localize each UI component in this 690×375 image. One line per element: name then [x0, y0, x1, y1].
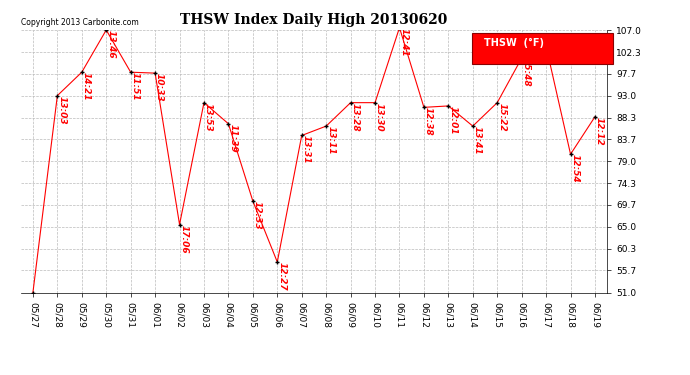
Text: 13:28: 13:28: [351, 103, 359, 131]
Text: 13:46: 13:46: [106, 30, 115, 58]
Text: 12:38: 12:38: [424, 107, 433, 136]
Point: [101, 27, 112, 33]
Text: 11:51: 11:51: [130, 72, 139, 101]
Point: [418, 104, 429, 110]
Point: [321, 123, 332, 129]
Point: [247, 198, 258, 204]
Text: 15:22: 15:22: [497, 103, 506, 131]
Point: [492, 100, 503, 106]
Text: 10:33: 10:33: [155, 73, 164, 102]
Point: [272, 259, 283, 265]
Point: [540, 44, 551, 50]
Point: [174, 222, 185, 228]
Point: [345, 100, 356, 106]
Text: 05:17: 05:17: [33, 292, 42, 321]
Text: 15:48: 15:48: [522, 58, 531, 87]
Text: 14:21: 14:21: [82, 72, 91, 101]
Point: [565, 151, 576, 157]
Point: [467, 123, 478, 129]
Text: THSW  (°F): THSW (°F): [484, 38, 544, 48]
Point: [516, 55, 527, 61]
Text: 12:12: 12:12: [595, 117, 604, 146]
Text: 12:27: 12:27: [277, 262, 286, 291]
Point: [77, 69, 88, 75]
Point: [223, 121, 234, 127]
Point: [52, 93, 63, 99]
Point: [296, 132, 307, 138]
Text: 12:01: 12:01: [448, 106, 457, 135]
Text: 13:53: 13:53: [204, 103, 213, 131]
Text: 17:06: 17:06: [179, 225, 188, 253]
Text: 11:39: 11:39: [228, 124, 237, 152]
Point: [199, 100, 210, 106]
Text: Copyright 2013 Carbonite.com: Copyright 2013 Carbonite.com: [21, 18, 139, 27]
Point: [125, 69, 136, 75]
Text: 14: 14: [546, 46, 555, 59]
Point: [394, 25, 405, 31]
Text: 13:30: 13:30: [375, 103, 384, 131]
Point: [150, 70, 161, 76]
Text: 12:41: 12:41: [400, 28, 408, 56]
Text: 13:41: 13:41: [473, 126, 482, 155]
FancyBboxPatch shape: [472, 33, 613, 64]
Text: 12:54: 12:54: [571, 154, 580, 183]
Text: 13:11: 13:11: [326, 126, 335, 155]
Title: THSW Index Daily High 20130620: THSW Index Daily High 20130620: [180, 13, 448, 27]
Text: 12:33: 12:33: [253, 201, 262, 230]
Point: [589, 114, 600, 120]
Point: [28, 290, 39, 296]
Text: 13:03: 13:03: [57, 96, 66, 124]
Point: [370, 100, 381, 106]
Text: 13:31: 13:31: [302, 135, 310, 164]
Point: [443, 103, 454, 109]
